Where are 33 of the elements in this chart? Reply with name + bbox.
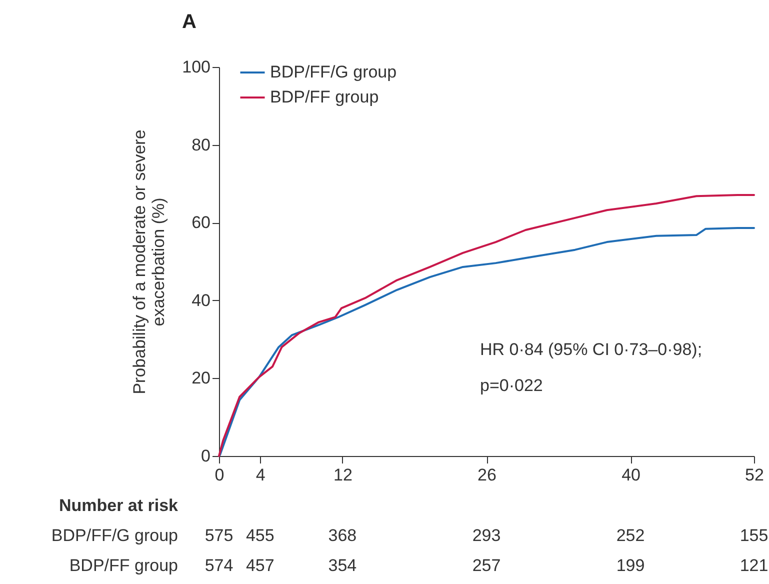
text: 368 — [328, 526, 357, 545]
text: 293 — [472, 526, 501, 545]
text: 455 — [246, 526, 274, 545]
text: 252 — [616, 526, 645, 545]
x-tick-label: 12 — [334, 466, 352, 484]
text: 574 — [204, 556, 234, 575]
annotation: p=0·022 — [480, 376, 543, 395]
text: 575 — [204, 526, 234, 545]
text: BDP/FF group — [69, 556, 178, 575]
y-tick-label: 80 — [192, 135, 210, 154]
text: 457 — [246, 556, 274, 575]
text: 121 — [740, 556, 768, 575]
x-tick-label: 40 — [622, 466, 640, 484]
text: 155 — [740, 526, 768, 545]
legend-label: BDP/FF/G group — [270, 62, 397, 82]
text: Number at risk — [58, 496, 179, 515]
text: 257 — [472, 556, 501, 575]
text: 199 — [616, 556, 645, 575]
text: 354 — [328, 556, 357, 575]
x-tick-label: 0 — [214, 466, 224, 484]
x-tick-label: 4 — [256, 466, 266, 484]
text: BDP/FF/G group — [51, 526, 178, 545]
y-tick-label: 60 — [192, 213, 210, 232]
legend-label: BDP/FF group — [270, 88, 379, 106]
y-tick-label: 0 — [201, 446, 210, 466]
annotation: HR 0·84 (95% CI 0·73–0·98); — [480, 340, 702, 359]
y-axis-title: Probability of a moderate or severe exacerbation (%) — [130, 130, 168, 394]
x-tick-label: 26 — [478, 466, 496, 484]
x-tick-label: 52 — [745, 466, 764, 484]
y-tick-label: 100 — [182, 58, 210, 76]
chart-title: A — [182, 11, 196, 33]
y-tick-label: 20 — [192, 368, 210, 388]
y-tick-label: 40 — [192, 290, 210, 310]
